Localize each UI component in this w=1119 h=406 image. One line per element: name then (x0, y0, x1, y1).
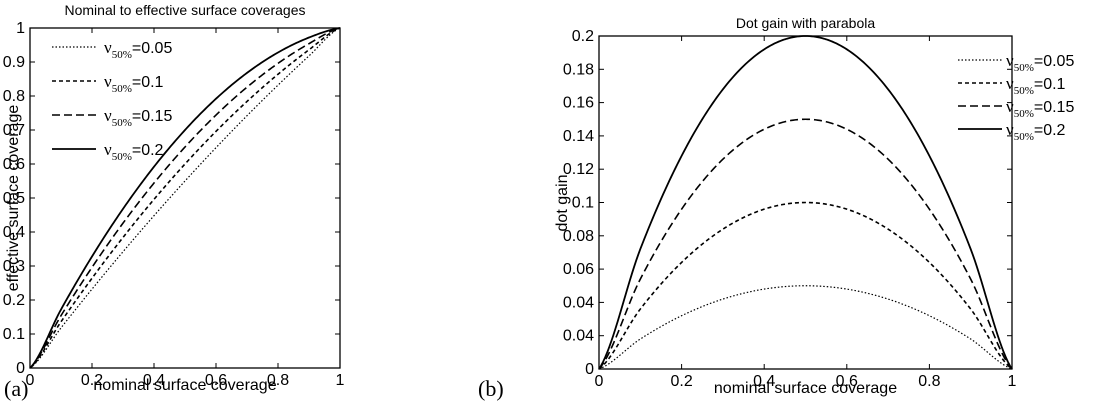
series-line-3 (598, 118, 1013, 370)
x-tick-label: 0.6 (836, 373, 858, 390)
y-axis-label: dot gain (554, 175, 571, 232)
y-tick-label: 0.12 (563, 161, 594, 178)
legend-label-3: ν50%=0.15 (104, 106, 172, 129)
y-axis-label: effective surface coverage (5, 105, 22, 292)
x-tick-label: 0.2 (81, 372, 103, 389)
y-tick-label: 0.14 (563, 128, 594, 145)
x-tick-label: 0.8 (267, 372, 289, 389)
y-tick-label: 0.1 (3, 326, 25, 343)
y-tick-label: 1 (16, 20, 25, 37)
series-line-1 (598, 285, 1013, 370)
y-tick-label: 0.4 (3, 224, 25, 241)
x-tick-label: 0.2 (670, 373, 692, 390)
x-tick-label: 0.6 (205, 372, 227, 389)
x-tick-label: 0.4 (753, 373, 775, 390)
series-line-1 (29, 27, 341, 369)
y-tick-label: 0.16 (563, 95, 594, 112)
y-tick-label: 0.06 (563, 261, 594, 278)
series-line-3 (29, 27, 341, 369)
legend-label-1: ν50%=0.05 (1006, 51, 1074, 74)
chart-title: Nominal to effective surface coverages (65, 2, 306, 18)
x-axis-label: nominal surface coverage (714, 380, 897, 397)
legend-label-2: ν50%=0.1 (1006, 74, 1066, 97)
series-line-2 (29, 27, 341, 369)
y-tick-label: 0 (585, 361, 594, 378)
y-tick-label: 0.3 (3, 258, 25, 275)
x-tick-label: 1 (336, 372, 345, 389)
plot-frame (29, 27, 341, 369)
y-tick-label: 0.04 (563, 328, 594, 345)
x-tick-label: 0 (595, 373, 604, 390)
chart-b: 0 0.2 0.4 0.6 0.8 1 0 0.04 0.04 0.06 0.08 0.1 0.12 0.… (478, 15, 1074, 401)
legend-label-3: ν50%=0.15 (1006, 97, 1074, 120)
series-line-2 (598, 201, 1013, 370)
series-line-4 (29, 27, 341, 369)
chart-a: 0 0.2 0.4 0.6 0.8 1 0 0.1 0.2 0.3 0.4 0.5 0.6 0.7 0.8 0… (3, 2, 345, 401)
y-tick-label: 0.9 (3, 54, 25, 71)
y-tick-label: 0 (16, 360, 25, 377)
x-tick-label: 1 (1008, 373, 1017, 390)
x-tick-label: 0.8 (918, 373, 940, 390)
legend-label-4: ν50%=0.2 (104, 140, 164, 163)
x-tick-label: 0 (26, 372, 35, 389)
x-tick-label: 0.4 (143, 372, 165, 389)
y-tick-label: 0.04 (563, 294, 594, 311)
y-tick-label: 0.5 (3, 190, 25, 207)
y-tick-label: 0.6 (3, 156, 25, 173)
legend-label-2: ν50%=0.1 (104, 72, 164, 95)
y-tick-label: 0.08 (563, 228, 594, 245)
panel-label: (b) (478, 376, 504, 401)
legend-label-1: ν50%=0.05 (104, 38, 172, 61)
chart-title: Dot gain with parabola (736, 15, 876, 31)
y-tick-label: 0.7 (3, 122, 25, 139)
y-tick-label: 0.18 (563, 61, 594, 78)
series-line-4 (598, 35, 1013, 370)
y-tick-label: 0.2 (3, 292, 25, 309)
y-tick-label: 0.8 (3, 88, 25, 105)
legend-label-4: ν50%=0.2 (1006, 120, 1066, 143)
panel-label: (a) (4, 376, 28, 401)
y-tick-label: 0.1 (572, 195, 594, 212)
y-tick-label: 0.2 (572, 28, 594, 45)
x-axis-label: nominal surface coverage (93, 377, 276, 394)
